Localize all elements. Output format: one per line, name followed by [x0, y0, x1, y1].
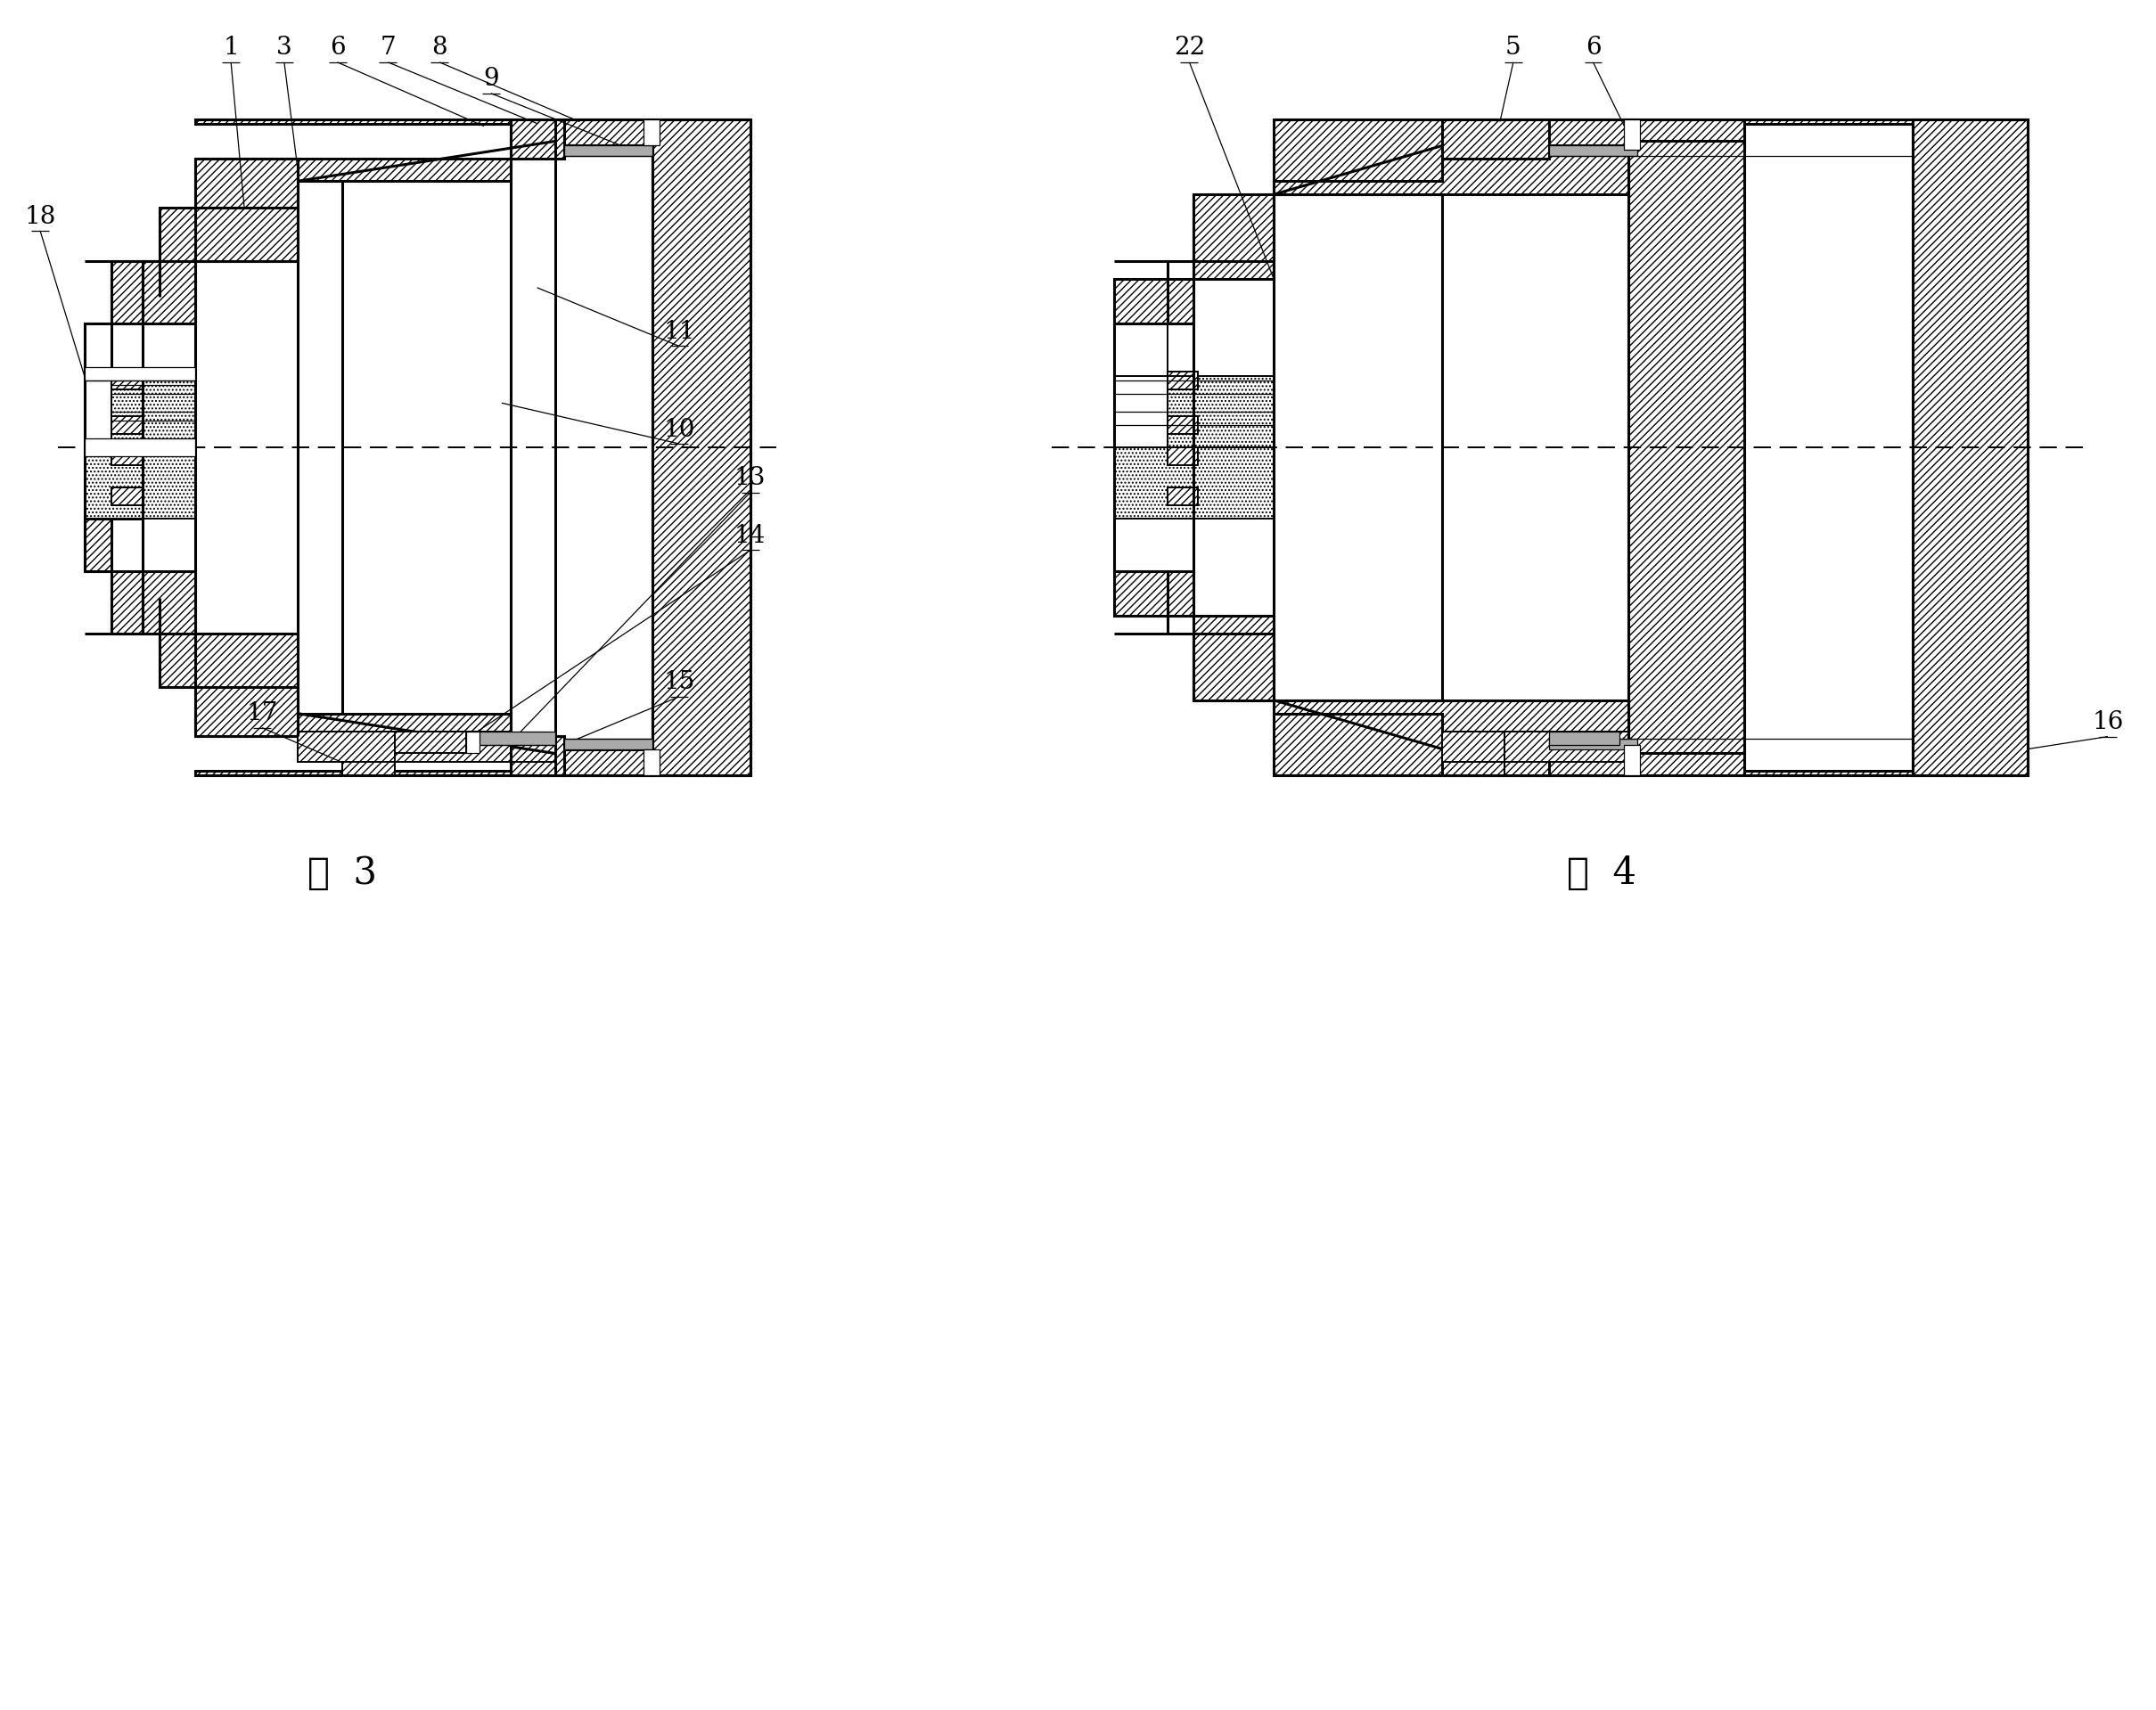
Bar — [1548, 120, 1639, 145]
Polygon shape — [1274, 699, 1628, 749]
Polygon shape — [196, 713, 750, 776]
Text: 16: 16 — [2091, 710, 2124, 734]
Polygon shape — [84, 518, 142, 634]
Bar — [1548, 739, 1639, 749]
Bar — [112, 371, 142, 390]
Polygon shape — [1274, 120, 2029, 195]
Text: 15: 15 — [664, 670, 694, 694]
Text: 图  4: 图 4 — [1567, 855, 1636, 893]
Text: 1: 1 — [222, 36, 239, 60]
Bar — [1442, 120, 1548, 159]
Bar — [563, 145, 653, 156]
Polygon shape — [142, 598, 298, 735]
Bar — [84, 376, 196, 448]
Polygon shape — [1115, 195, 1274, 323]
Bar — [1166, 448, 1199, 465]
Polygon shape — [1442, 732, 1628, 776]
Polygon shape — [1274, 145, 1628, 195]
Bar — [142, 262, 196, 323]
Polygon shape — [298, 142, 554, 754]
Bar — [112, 416, 142, 434]
Text: 10: 10 — [664, 417, 694, 441]
Bar — [511, 120, 563, 159]
Polygon shape — [142, 159, 298, 296]
Bar — [84, 323, 112, 448]
Bar — [84, 438, 196, 457]
Bar — [84, 368, 196, 381]
Bar — [142, 571, 196, 634]
Bar — [112, 448, 142, 465]
Text: 6: 6 — [1585, 36, 1602, 60]
Bar — [563, 120, 653, 145]
Polygon shape — [1274, 699, 2029, 776]
Bar — [1442, 735, 1548, 776]
Bar — [645, 749, 660, 776]
Bar — [84, 448, 196, 518]
Bar — [1166, 371, 1199, 390]
Bar — [1548, 145, 1639, 156]
Bar — [653, 120, 750, 776]
Bar — [1115, 376, 1274, 448]
Bar — [395, 732, 466, 754]
Bar — [466, 732, 479, 754]
Text: 6: 6 — [330, 36, 345, 60]
Bar — [563, 739, 653, 749]
Bar — [1548, 732, 1619, 744]
Text: 8: 8 — [431, 36, 446, 60]
Bar — [1194, 195, 1274, 262]
Bar — [511, 735, 563, 776]
Bar — [1115, 323, 1166, 448]
Bar — [1548, 749, 1639, 776]
Text: 11: 11 — [664, 320, 694, 344]
Polygon shape — [1115, 571, 1274, 699]
Bar — [1623, 744, 1641, 776]
Bar — [1194, 634, 1274, 699]
Bar — [112, 487, 142, 504]
Bar — [645, 120, 660, 145]
Text: 18: 18 — [24, 205, 56, 229]
Bar — [563, 749, 653, 776]
Text: 22: 22 — [1173, 36, 1205, 60]
Text: 17: 17 — [246, 701, 278, 725]
Bar — [1274, 195, 2156, 699]
Bar — [1115, 448, 1274, 518]
Polygon shape — [196, 120, 750, 181]
Bar — [1912, 120, 2029, 776]
Polygon shape — [196, 687, 554, 754]
Text: 13: 13 — [735, 467, 765, 491]
Bar — [466, 732, 554, 744]
Polygon shape — [196, 142, 554, 209]
Polygon shape — [84, 262, 142, 376]
Text: 3: 3 — [276, 36, 291, 60]
Text: 9: 9 — [483, 67, 498, 91]
Bar — [1166, 416, 1199, 434]
Polygon shape — [1628, 142, 1744, 754]
Polygon shape — [298, 732, 511, 776]
Bar — [1623, 120, 1641, 150]
Text: 14: 14 — [735, 523, 765, 549]
Bar — [1166, 487, 1199, 504]
Text: 图  3: 图 3 — [306, 855, 377, 893]
Text: 7: 7 — [379, 36, 397, 60]
Text: 5: 5 — [1505, 36, 1522, 60]
